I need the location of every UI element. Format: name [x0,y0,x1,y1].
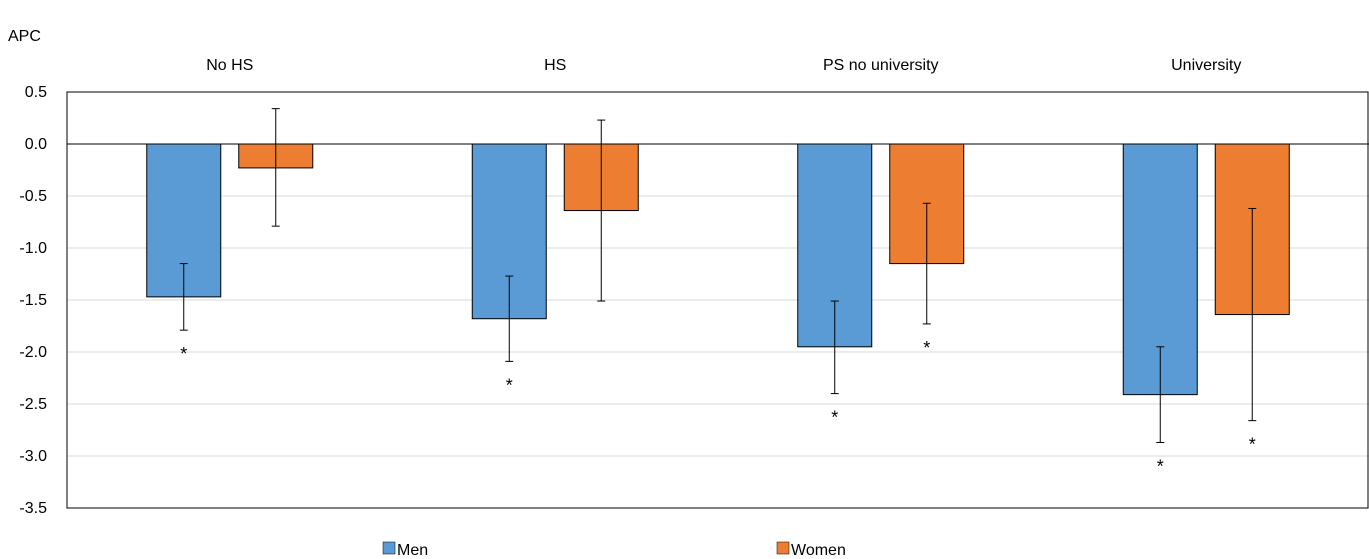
category-label: No HS [206,57,253,74]
significance-star: * [923,338,930,358]
y-tick-label: -2.5 [19,396,47,413]
legend-swatch [382,541,396,555]
y-tick-label: -1.5 [19,292,47,309]
legend-item: Women [776,541,846,559]
error-bar [597,119,606,302]
y-tick-label: -0.5 [19,188,47,205]
y-tick-label: -1.0 [19,240,47,257]
error-bar [271,108,280,227]
significance-star: * [831,408,838,428]
significance-star: * [180,344,187,364]
significance-star: * [1157,456,1164,476]
error-bar [179,263,188,331]
error-bar [922,202,931,325]
category-labels: No HS HS PS no university University [206,57,1241,74]
y-axis-title: APC [8,28,41,45]
legend-item: Men [382,541,428,559]
bars [146,143,1290,396]
legend: Men Women [382,541,846,559]
legend-label: Men [397,542,428,559]
y-tick-label: -3.5 [19,500,47,517]
plot-area-border [66,91,1369,509]
category-label: PS no university [823,57,939,74]
y-tick-label: 0.0 [25,136,47,153]
error-bar [830,300,839,395]
significance-markers: * * * * * * [180,338,1256,477]
y-tick-label: -2.0 [19,344,47,361]
error-bar [505,275,514,362]
error-bars [179,108,1257,443]
legend-swatch [776,541,790,555]
significance-star: * [506,375,513,395]
category-label: HS [544,57,566,74]
error-bar [1248,207,1257,422]
y-tick-labels: 0.5 0.0 -0.5 -1.0 -1.5 -2.0 -2.5 -3.0 -3.5 [19,84,47,517]
category-label: University [1171,57,1241,74]
legend-label: Women [791,542,846,559]
significance-star: * [1249,435,1256,455]
error-bar [1156,346,1165,443]
y-tick-label: 0.5 [25,84,47,101]
y-tick-label: -3.0 [19,448,47,465]
